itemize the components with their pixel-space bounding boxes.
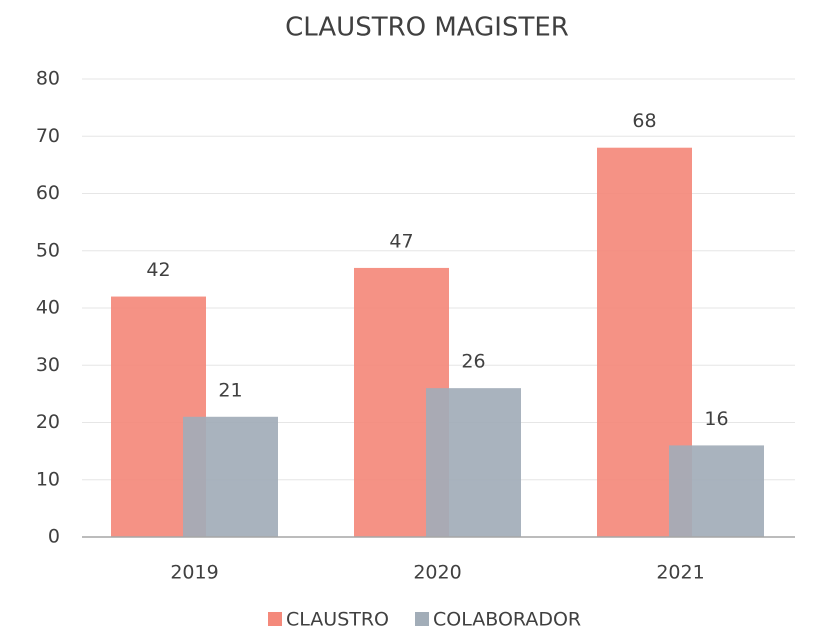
data-label: 16 [704, 408, 728, 430]
data-label: 21 [218, 379, 242, 401]
y-tick-label: 20 [36, 411, 60, 433]
bar [183, 416, 278, 537]
data-label: 42 [146, 259, 170, 281]
x-tick-label: 2019 [170, 562, 218, 584]
data-label: 26 [461, 351, 485, 373]
legend-label: CLAUSTRO [286, 609, 389, 631]
x-tick-label: 2021 [656, 562, 704, 584]
bar [426, 388, 521, 537]
y-tick-label: 40 [36, 297, 60, 319]
y-tick-label: 80 [36, 68, 60, 90]
y-tick-label: 10 [36, 468, 60, 490]
y-tick-label: 50 [36, 239, 60, 261]
data-label: 47 [389, 230, 413, 252]
chart-title: CLAUSTRO MAGISTER [285, 13, 569, 43]
legend-swatch [268, 612, 282, 626]
data-label: 68 [632, 110, 656, 132]
x-tick-label: 2020 [413, 562, 461, 584]
legend-swatch [415, 612, 429, 626]
bar [669, 445, 764, 537]
legend-label: COLABORADOR [433, 609, 581, 631]
y-tick-label: 0 [48, 526, 60, 548]
y-tick-label: 70 [36, 125, 60, 147]
y-tick-label: 30 [36, 354, 60, 376]
y-tick-label: 60 [36, 182, 60, 204]
